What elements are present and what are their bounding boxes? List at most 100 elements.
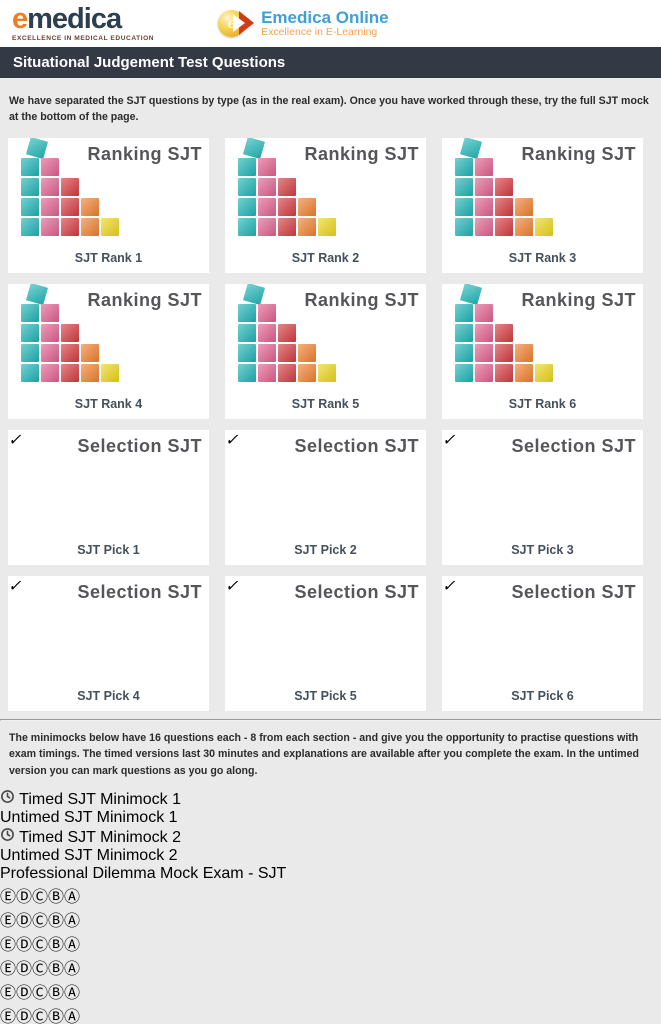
block-staircase-icon bbox=[238, 157, 336, 236]
minimock-description: The minimocks below have 16 questions ea… bbox=[9, 731, 639, 777]
ranking-sjt-image: Ranking SJT bbox=[442, 137, 643, 244]
tile-label: SJT Rank 5 bbox=[291, 397, 360, 412]
emedica-wordmark: emedica bbox=[12, 2, 122, 35]
selection-sjt-image: Selection SJT ✓ bbox=[225, 430, 426, 536]
answer-sheet-photo: ⒺⒹⒸⒷⒶ ⒺⒹⒸⒷⒶ ⒺⒹⒸⒷⒶ ⒺⒹⒸⒷⒶ ⒺⒹⒸⒷⒶ ⒺⒹⒸⒷⒶ ⒺⒹⒸⒷ… bbox=[0, 883, 661, 1024]
sjt-rank-tile[interactable]: Ranking SJT SJT Rank 3 bbox=[442, 137, 643, 273]
selection-sjt-image: Selection SJT ✓ bbox=[8, 430, 209, 536]
checkbox-list-icon: ✓ bbox=[442, 430, 643, 450]
selection-title-text: Selection SJT bbox=[511, 581, 636, 602]
timed-sjt-minimock-2-button[interactable]: Timed SJT Minimock 2 bbox=[0, 827, 661, 847]
ranking-title-text: Ranking SJT bbox=[87, 289, 202, 310]
tile-label: SJT Pick 2 bbox=[294, 543, 357, 558]
selection-title-text: Selection SJT bbox=[77, 581, 202, 602]
emedica-logo[interactable]: emedica EXCELLENCE IN MEDICAL EDUCATION bbox=[12, 2, 155, 43]
ranking-title-text: Ranking SJT bbox=[521, 289, 636, 310]
timed-sjt-minimock-1-button[interactable]: Timed SJT Minimock 1 bbox=[0, 789, 661, 809]
ranking-title-text: Ranking SJT bbox=[304, 143, 419, 164]
sjt-rank-tile[interactable]: Ranking SJT SJT Rank 6 bbox=[442, 283, 643, 419]
emedica-online-subtitle: Excellence in E-Learning bbox=[261, 26, 378, 39]
bubble-row: ⒺⒹⒸⒷⒶ bbox=[0, 985, 81, 1003]
checkbox-list-icon: ✓ bbox=[225, 430, 426, 450]
ranking-sjt-image: Ranking SJT bbox=[442, 283, 643, 390]
sjt-rank-tile[interactable]: Ranking SJT SJT Rank 4 bbox=[8, 283, 209, 419]
sjt-pick-tile[interactable]: Selection SJT ✓ SJT Pick 1 bbox=[8, 429, 209, 565]
tile-label: SJT Pick 1 bbox=[77, 543, 140, 558]
sjt-pick-tile[interactable]: Selection SJT ✓ SJT Pick 5 bbox=[225, 575, 426, 711]
site-header: emedica EXCELLENCE IN MEDICAL EDUCATION … bbox=[0, 0, 661, 47]
untimed-sjt-minimock-2-button[interactable]: Untimed SJT Minimock 2 bbox=[0, 847, 661, 865]
selection-title-text: Selection SJT bbox=[294, 435, 419, 456]
sjt-pick-tile[interactable]: Selection SJT ✓ SJT Pick 4 bbox=[8, 575, 209, 711]
clock-icon bbox=[0, 790, 19, 808]
page-title: Situational Judgement Test Questions bbox=[0, 47, 661, 78]
button-label: Untimed SJT Minimock 2 bbox=[0, 847, 178, 865]
checkbox-list-icon: ✓ bbox=[8, 576, 209, 596]
mock-exam-banner[interactable]: Professional Dilemma Mock Exam - SJT ⒺⒹⒸ… bbox=[0, 865, 661, 1024]
sjt-pick-tile[interactable]: Selection SJT ✓ SJT Pick 2 bbox=[225, 429, 426, 565]
tile-label: SJT Rank 1 bbox=[74, 251, 143, 266]
sjt-pick-tile[interactable]: Selection SJT ✓ SJT Pick 3 bbox=[442, 429, 643, 565]
selection-title-text: Selection SJT bbox=[294, 581, 419, 602]
tile-label: SJT Rank 2 bbox=[291, 251, 360, 266]
tile-label: SJT Pick 4 bbox=[77, 689, 140, 704]
ranking-sjt-image: Ranking SJT bbox=[8, 283, 209, 390]
button-label: Untimed SJT Minimock 1 bbox=[0, 809, 178, 827]
block-staircase-icon bbox=[21, 157, 119, 236]
checkmark-icon: ✓ bbox=[442, 431, 456, 449]
ranking-title-text: Ranking SJT bbox=[87, 143, 202, 164]
bubble-row: ⒺⒹⒸⒷⒶ bbox=[0, 1009, 81, 1024]
intro-text: We have separated the SJT questions by t… bbox=[9, 95, 649, 124]
section-divider bbox=[0, 718, 661, 721]
button-label: Timed SJT Minimock 2 bbox=[19, 829, 181, 847]
sjt-rank-tile[interactable]: Ranking SJT SJT Rank 1 bbox=[8, 137, 209, 273]
selection-sjt-image: Selection SJT ✓ bbox=[8, 576, 209, 682]
bubble-row: ⒺⒹⒸⒷⒶ bbox=[0, 913, 81, 931]
checkmark-icon: ✓ bbox=[225, 577, 239, 595]
selection-title-text: Selection SJT bbox=[511, 435, 636, 456]
ranking-title-text: Ranking SJT bbox=[304, 289, 419, 310]
selection-sjt-image: Selection SJT ✓ bbox=[442, 430, 643, 536]
ranking-sjt-image: Ranking SJT bbox=[225, 137, 426, 244]
tile-label: SJT Rank 4 bbox=[74, 397, 143, 412]
sjt-rank-tile[interactable]: Ranking SJT SJT Rank 2 bbox=[225, 137, 426, 273]
checkbox-list-icon: ✓ bbox=[225, 576, 426, 596]
checkmark-icon: ✓ bbox=[8, 577, 22, 595]
button-label: Timed SJT Minimock 1 bbox=[19, 791, 181, 809]
selection-sjt-image: Selection SJT ✓ bbox=[442, 576, 643, 682]
checkbox-list-icon: ✓ bbox=[8, 430, 209, 450]
checkmark-icon: ✓ bbox=[8, 431, 22, 449]
tile-label: SJT Rank 3 bbox=[508, 251, 577, 266]
sjt-rank-tile[interactable]: Ranking SJT SJT Rank 5 bbox=[225, 283, 426, 419]
block-staircase-icon bbox=[455, 157, 553, 236]
tile-label: SJT Pick 6 bbox=[511, 689, 574, 704]
tile-label: SJT Pick 3 bbox=[511, 543, 574, 558]
untimed-sjt-minimock-1-button[interactable]: Untimed SJT Minimock 1 bbox=[0, 809, 661, 827]
clock-icon bbox=[0, 828, 19, 846]
emedica-tagline: EXCELLENCE IN MEDICAL EDUCATION bbox=[12, 34, 155, 42]
tile-label: SJT Pick 5 bbox=[294, 689, 357, 704]
banner-title: Professional Dilemma Mock Exam - SJT bbox=[0, 865, 287, 883]
ranking-sjt-image: Ranking SJT bbox=[8, 137, 209, 244]
tile-label: SJT Rank 6 bbox=[508, 397, 577, 412]
sjt-tile-grid: Ranking SJT SJT Rank 1 Ranking SJT bbox=[0, 137, 661, 711]
emedica-online-title: Emedica Online bbox=[261, 7, 389, 27]
selection-title-text: Selection SJT bbox=[77, 435, 202, 456]
checkbox-list-icon: ✓ bbox=[442, 576, 643, 596]
arrow-chevron-icon bbox=[233, 11, 255, 36]
block-staircase-icon bbox=[21, 303, 119, 382]
bubble-row: ⒺⒹⒸⒷⒶ bbox=[0, 961, 81, 979]
emedica-online-logo[interactable]: e Emedica Online Excellence in E-Learnin… bbox=[218, 7, 389, 39]
sjt-pick-tile[interactable]: Selection SJT ✓ SJT Pick 6 bbox=[442, 575, 643, 711]
minimock-button-grid: Timed SJT Minimock 1 Untimed SJT Minimoc… bbox=[0, 789, 661, 865]
selection-sjt-image: Selection SJT ✓ bbox=[225, 576, 426, 682]
block-staircase-icon bbox=[238, 303, 336, 382]
bubble-row: ⒺⒹⒸⒷⒶ bbox=[0, 937, 81, 955]
block-staircase-icon bbox=[455, 303, 553, 382]
ranking-sjt-image: Ranking SJT bbox=[225, 283, 426, 390]
ranking-title-text: Ranking SJT bbox=[521, 143, 636, 164]
checkmark-icon: ✓ bbox=[442, 577, 456, 595]
checkmark-icon: ✓ bbox=[225, 431, 239, 449]
bubble-row: ⒺⒹⒸⒷⒶ bbox=[0, 889, 81, 907]
